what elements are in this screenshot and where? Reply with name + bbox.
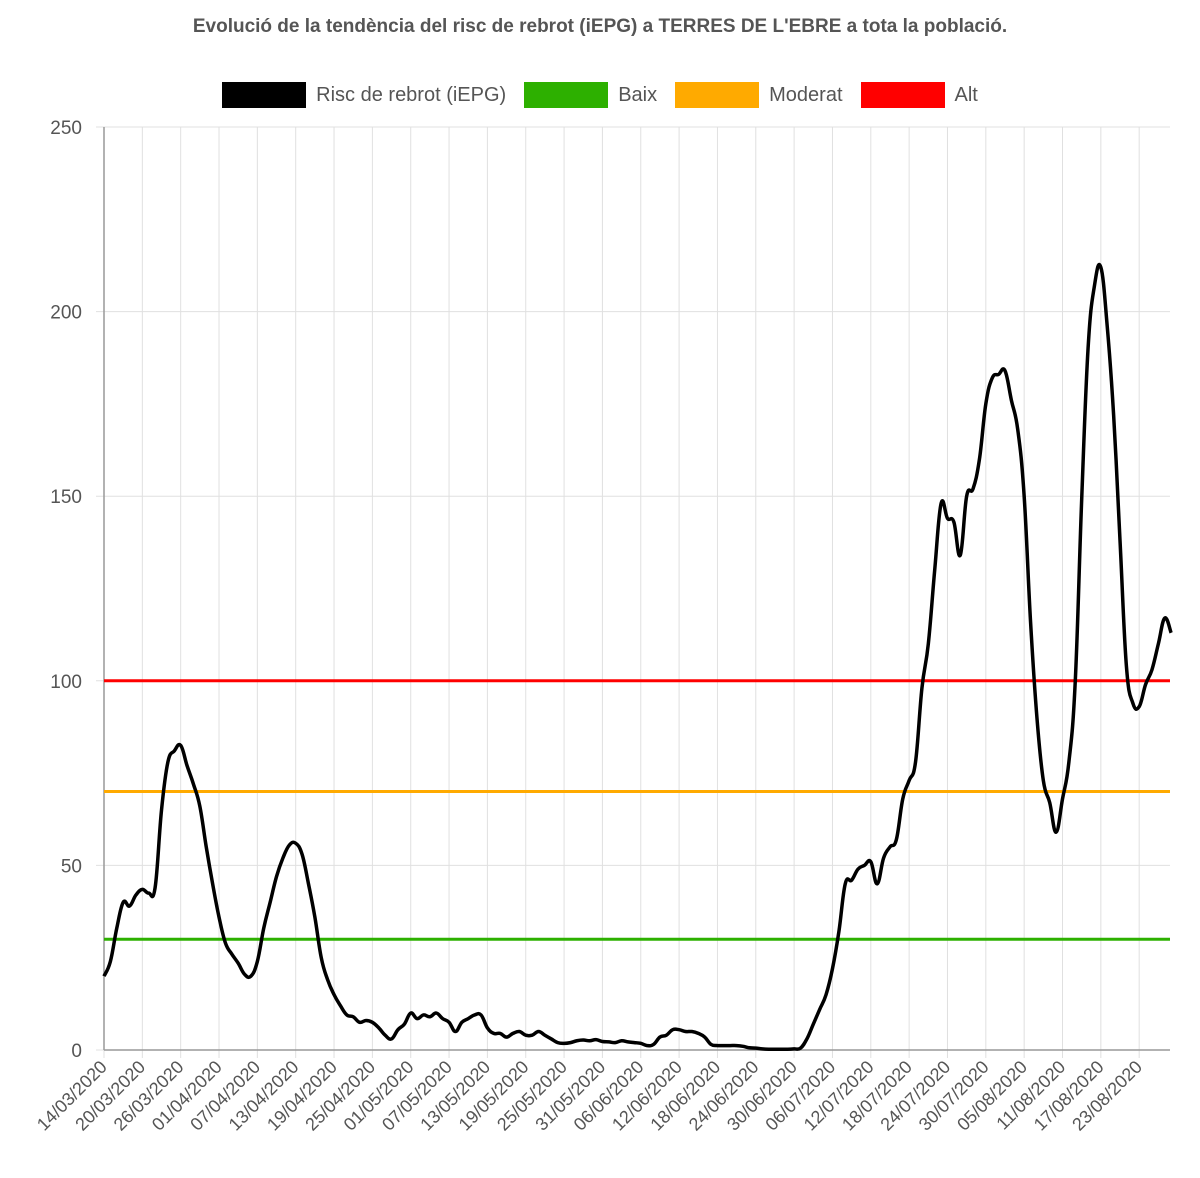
- y-tick-label: 50: [61, 856, 82, 877]
- y-tick-label: 100: [50, 672, 82, 693]
- legend-label: Risc de rebrot (iEPG): [316, 83, 507, 106]
- legend-label: Baix: [618, 83, 658, 106]
- series-line-iepg: [102, 262, 1173, 1052]
- chart-title: Evolució de la tendència del risc de reb…: [192, 16, 1008, 37]
- legend-swatch: [222, 82, 307, 108]
- legend-item-alt[interactable]: Alt: [860, 82, 978, 108]
- legend-label: Moderat: [769, 83, 843, 106]
- legend-swatch: [675, 82, 760, 108]
- y-tick-label: 250: [50, 118, 82, 139]
- legend-swatch: [860, 82, 945, 108]
- legend-swatch: [524, 82, 609, 108]
- y-tick-label: 0: [71, 1041, 82, 1062]
- legend-item-risc[interactable]: Risc de rebrot (iEPG): [222, 82, 506, 108]
- legend-item-baix[interactable]: Baix: [524, 82, 657, 108]
- legend: Risc de rebrot (iEPG) Baix Moderat Alt: [0, 82, 1200, 108]
- y-tick-label: 200: [50, 303, 82, 324]
- legend-item-moderat[interactable]: Moderat: [675, 82, 843, 108]
- y-tick-label: 150: [50, 487, 82, 508]
- legend-label: Alt: [954, 83, 978, 106]
